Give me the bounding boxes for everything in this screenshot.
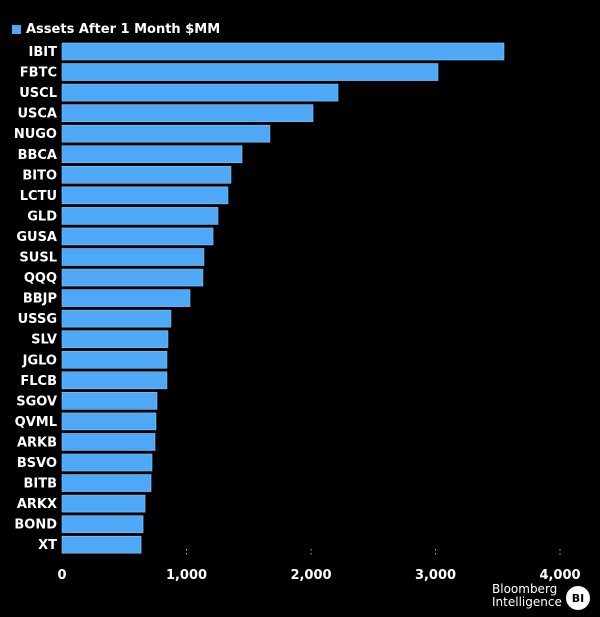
category-label: ARKX xyxy=(17,497,57,512)
category-label: NUGO xyxy=(14,127,57,142)
category-label: USCL xyxy=(19,86,57,101)
category-label: BSVO xyxy=(17,456,57,471)
bar-flcb xyxy=(61,371,168,390)
category-label: SUSL xyxy=(19,251,57,266)
bar-xt xyxy=(61,535,142,554)
bar-jglo xyxy=(61,350,168,369)
category-label: SLV xyxy=(31,333,57,348)
category-label: QQQ xyxy=(24,271,57,286)
category-label: BITO xyxy=(22,168,57,183)
x-tick-label: 1,000 xyxy=(166,568,207,583)
bar-ussg xyxy=(61,309,172,328)
bar-qqq xyxy=(61,268,204,287)
x-tick-label: 3,000 xyxy=(415,568,456,583)
bar-gld xyxy=(61,207,219,225)
category-label: BOND xyxy=(14,518,57,533)
category-label: JGLO xyxy=(22,353,57,368)
bar-uscl xyxy=(61,83,339,102)
category-label: BBCA xyxy=(18,148,57,163)
bloomberg-intelligence-logo: Bloomberg Intelligence xyxy=(492,583,562,609)
bar-lctu xyxy=(61,186,229,205)
bar-sgov xyxy=(61,392,158,410)
x-tick-label: 2,000 xyxy=(290,568,331,583)
bar-gusa xyxy=(61,227,214,246)
bar-susl xyxy=(61,248,205,266)
category-label: GLD xyxy=(27,209,57,224)
bar-qvml xyxy=(61,412,157,431)
category-label: BITB xyxy=(23,477,57,492)
legend-label: Assets After 1 Month $MM xyxy=(26,22,221,37)
category-label: GUSA xyxy=(16,230,57,245)
category-label: FLCB xyxy=(20,374,57,389)
bar-bsvo xyxy=(61,453,153,472)
x-tick-label: 0 xyxy=(57,568,66,583)
legend: Assets After 1 Month $MM xyxy=(12,22,220,37)
bar-bitb xyxy=(61,474,152,492)
category-label: USSG xyxy=(18,312,57,327)
category-label: BBJP xyxy=(23,292,57,307)
bar-bbca xyxy=(61,145,243,164)
bar-bbjp xyxy=(61,289,191,307)
legend-swatch xyxy=(12,25,21,34)
bar-bond xyxy=(61,515,144,533)
category-label: FBTC xyxy=(20,66,57,81)
bar-ibit xyxy=(61,42,505,61)
bar-usca xyxy=(61,104,314,122)
logo-line1: Bloomberg xyxy=(492,582,558,596)
category-label: SGOV xyxy=(16,394,57,409)
bar-fbtc xyxy=(61,63,439,81)
bar-nugo xyxy=(61,124,271,143)
bar-arkx xyxy=(61,494,146,513)
bi-badge: BI xyxy=(566,586,590,610)
category-label: QVML xyxy=(15,415,57,430)
logo-line2: Intelligence xyxy=(492,595,562,609)
bar-bito xyxy=(61,166,232,184)
bar-arkb xyxy=(61,433,156,451)
x-tick-label: 4,000 xyxy=(539,568,580,583)
category-label: ARKB xyxy=(17,435,57,450)
category-label: USCA xyxy=(17,107,57,122)
category-label: IBIT xyxy=(29,45,58,60)
category-label: LCTU xyxy=(20,189,57,204)
bar-slv xyxy=(61,330,169,349)
category-label: XT xyxy=(38,538,57,553)
